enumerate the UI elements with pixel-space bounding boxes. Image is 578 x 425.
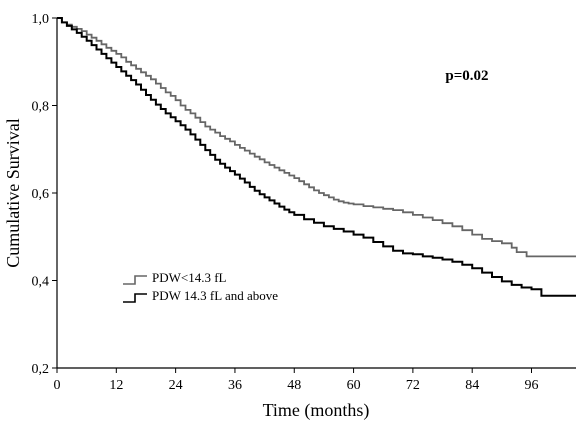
legend: PDW<14.3 fL PDW 14.3 fL and above — [123, 270, 278, 303]
curves-layer — [57, 17, 576, 297]
y-tick-label: 0,4 — [32, 275, 50, 290]
p-value-annotation: p=0.02 — [445, 68, 488, 84]
y-axis-title: Cumulative Survival — [3, 118, 23, 267]
legend-swatch-low — [123, 275, 147, 285]
x-tick-label: 36 — [228, 378, 242, 393]
y-tick-label: 0,8 — [32, 100, 50, 115]
y-ticks-layer: 0,2 0,4 0,6 0,8 1,0 — [32, 12, 57, 377]
x-axis-title: Time (months) — [263, 400, 370, 421]
y-tick-label: 0,6 — [32, 187, 50, 202]
series-line-pdw-low — [57, 17, 576, 258]
y-tick-label: 1,0 — [32, 12, 50, 27]
x-tick-label: 24 — [169, 378, 183, 393]
x-tick-label: 96 — [525, 378, 539, 393]
legend-label-low: PDW<14.3 fL — [152, 270, 227, 285]
y-tick-label: 0,2 — [32, 362, 50, 377]
x-tick-label: 0 — [54, 378, 61, 393]
x-tick-label: 72 — [406, 378, 420, 393]
x-tick-label: 48 — [287, 378, 301, 393]
x-tick-label: 60 — [347, 378, 361, 393]
x-tick-label: 12 — [109, 378, 123, 393]
x-ticks-layer: 0 12 24 36 48 60 72 84 96 — [54, 368, 539, 393]
series-line-pdw-high — [57, 17, 576, 297]
legend-label-high: PDW 14.3 fL and above — [152, 288, 278, 303]
legend-swatch-high — [123, 293, 147, 303]
x-tick-label: 84 — [465, 378, 479, 393]
